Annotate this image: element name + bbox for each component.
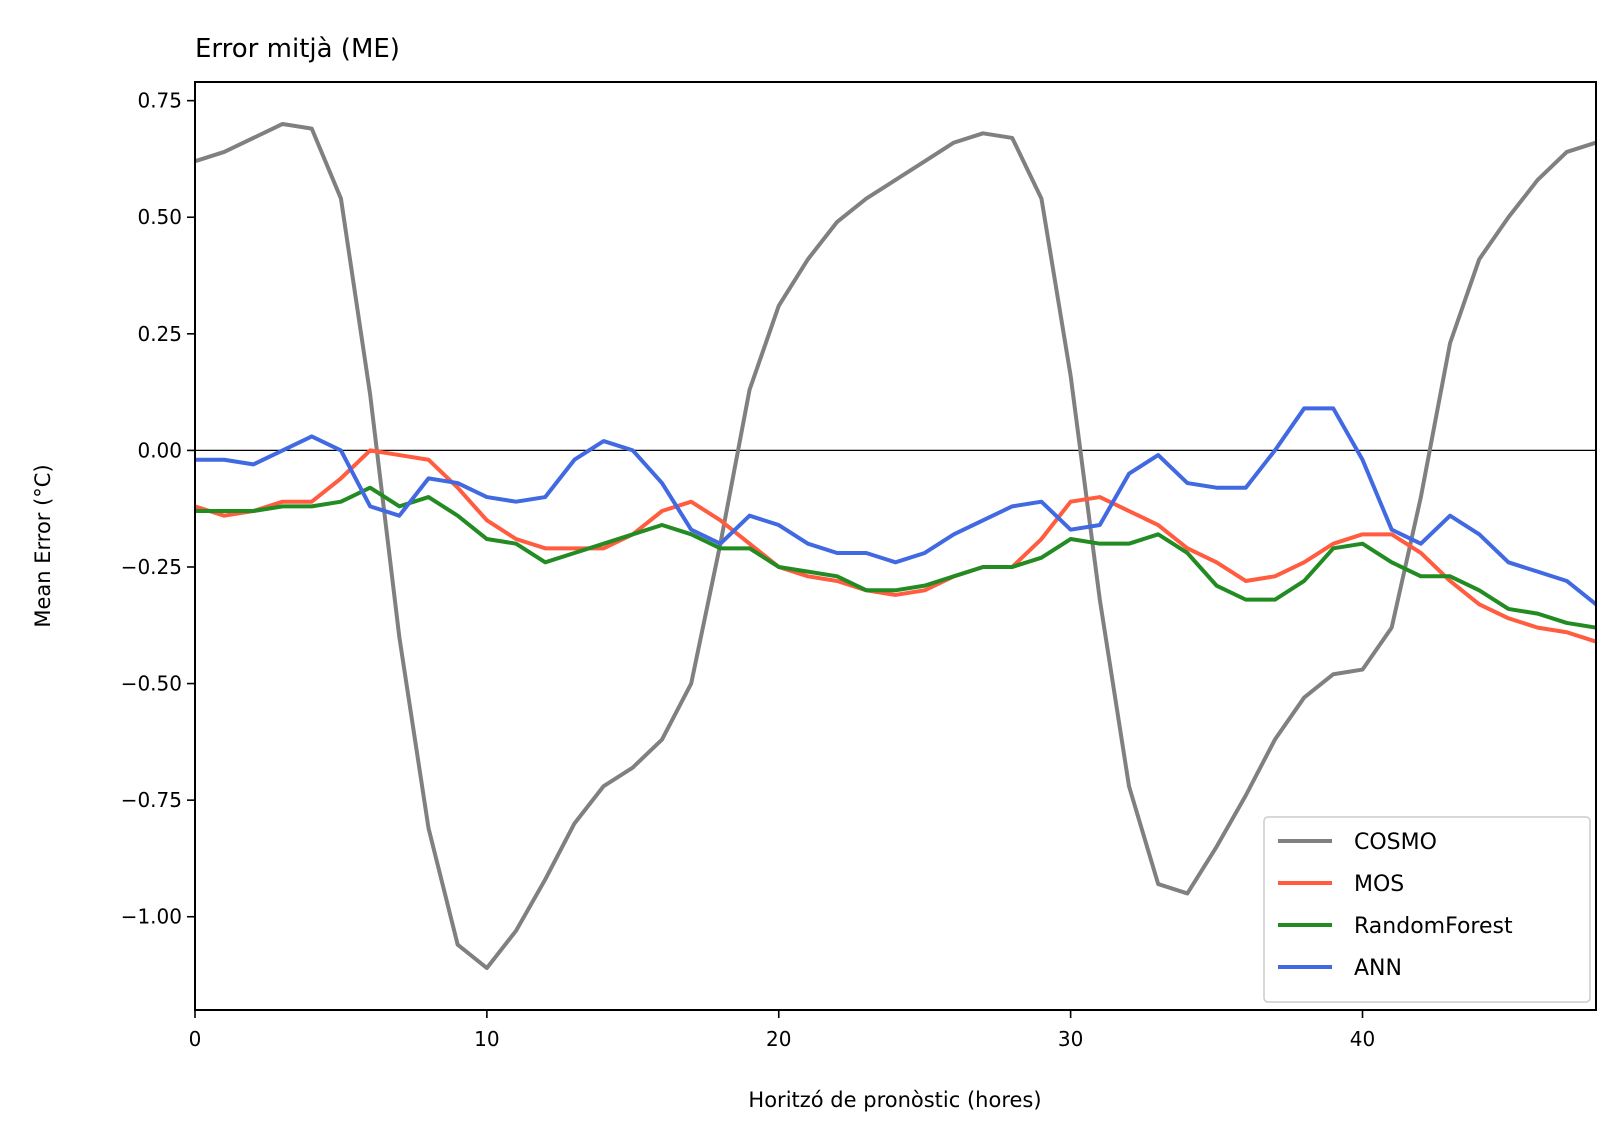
x-tick-label: 40 bbox=[1350, 1027, 1375, 1051]
series-line-ann bbox=[195, 406, 1596, 607]
legend: COSMO MOS RandomForest ANN bbox=[1263, 816, 1591, 1003]
y-tick-label: −0.25 bbox=[121, 555, 182, 579]
chart-title: Error mitjà (ME) bbox=[195, 34, 400, 64]
series-line-randomforest bbox=[195, 485, 1596, 630]
y-tick-label: 0.50 bbox=[137, 205, 182, 229]
y-axis-label: Mean Error (°C) bbox=[31, 464, 55, 627]
legend-box bbox=[1263, 816, 1591, 1003]
y-tick-label: −0.50 bbox=[121, 672, 182, 696]
plot-frame bbox=[194, 81, 1597, 1011]
x-tick-label: 0 bbox=[189, 1027, 202, 1051]
x-tick-label: 30 bbox=[1058, 1027, 1083, 1051]
y-tick-label: −0.75 bbox=[121, 788, 182, 812]
legend-label-mos: MOS bbox=[1354, 872, 1404, 897]
y-tick-label: 0.25 bbox=[137, 322, 182, 346]
x-tick-label: 20 bbox=[766, 1027, 791, 1051]
legend-label-randomforest: RandomForest bbox=[1354, 914, 1513, 939]
y-tick-label: −1.00 bbox=[121, 905, 182, 929]
y-tick-label: 0.00 bbox=[137, 438, 182, 462]
y-tick-label: 0.75 bbox=[137, 89, 182, 113]
series-line-mos bbox=[195, 448, 1596, 644]
x-axis-label: Horitzó de pronòstic (hores) bbox=[748, 1088, 1041, 1112]
legend-label-cosmo: COSMO bbox=[1354, 830, 1437, 855]
x-tick-label: 10 bbox=[474, 1027, 499, 1051]
legend-label-ann: ANN bbox=[1354, 956, 1402, 981]
series-line-cosmo bbox=[195, 121, 1596, 971]
